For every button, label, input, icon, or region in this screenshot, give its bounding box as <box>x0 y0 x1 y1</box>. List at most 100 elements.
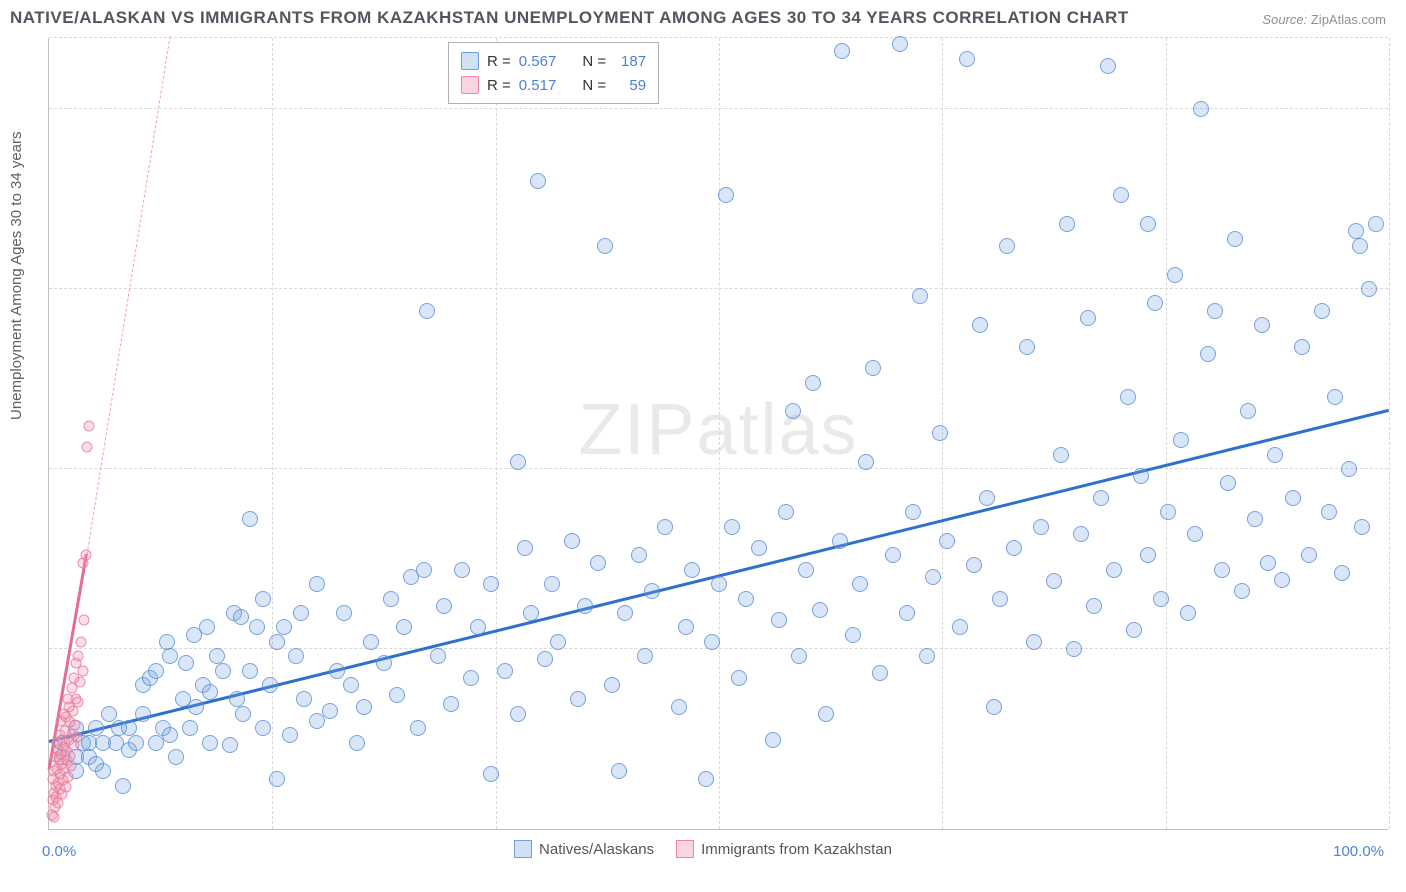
data-point <box>376 655 392 671</box>
n-value: 59 <box>614 77 646 94</box>
data-point <box>1140 547 1156 563</box>
data-point <box>262 677 278 693</box>
data-point <box>1294 339 1310 355</box>
data-point <box>510 706 526 722</box>
data-point <box>1321 504 1337 520</box>
data-point <box>731 670 747 686</box>
data-point <box>356 699 372 715</box>
data-point <box>1285 490 1301 506</box>
data-point <box>410 720 426 736</box>
data-point <box>1080 310 1096 326</box>
data-point <box>711 576 727 592</box>
data-point <box>430 648 446 664</box>
data-point <box>199 619 215 635</box>
data-point <box>1073 526 1089 542</box>
data-point <box>66 760 77 771</box>
data-point <box>1053 447 1069 463</box>
data-point <box>396 619 412 635</box>
data-point <box>162 648 178 664</box>
data-point <box>657 519 673 535</box>
data-point <box>1153 591 1169 607</box>
data-point <box>1106 562 1122 578</box>
data-point <box>1267 447 1283 463</box>
data-point <box>215 663 231 679</box>
r-value: 0.567 <box>519 53 557 70</box>
data-point <box>590 555 606 571</box>
data-point <box>537 651 553 667</box>
data-point <box>1254 317 1270 333</box>
data-point <box>771 612 787 628</box>
data-point <box>222 737 238 753</box>
source-value: ZipAtlas.com <box>1311 12 1386 27</box>
data-point <box>899 605 915 621</box>
data-point <box>419 303 435 319</box>
source-attribution: Source: ZipAtlas.com <box>1262 12 1386 27</box>
data-point <box>818 706 834 722</box>
data-point <box>135 706 151 722</box>
data-point <box>919 648 935 664</box>
data-point <box>1334 565 1350 581</box>
data-point <box>972 317 988 333</box>
data-point <box>95 763 111 779</box>
data-point <box>865 360 881 376</box>
plot-area: ZIPatlas 12.5%25.0%37.5%50.0% <box>48 38 1388 830</box>
data-point <box>544 576 560 592</box>
data-point <box>1314 303 1330 319</box>
data-point <box>269 634 285 650</box>
data-point <box>1187 526 1203 542</box>
data-point <box>550 634 566 650</box>
data-point <box>168 749 184 765</box>
data-point <box>671 699 687 715</box>
data-point <box>1113 187 1129 203</box>
data-point <box>604 677 620 693</box>
legend-row: R =0.567N =187 <box>461 49 646 73</box>
r-label: R = <box>487 77 511 94</box>
data-point <box>932 425 948 441</box>
data-point <box>1100 58 1116 74</box>
data-point <box>791 648 807 664</box>
data-point <box>84 420 95 431</box>
data-point <box>148 663 164 679</box>
gridline-v <box>272 38 273 829</box>
data-point <box>72 651 83 662</box>
gridline-v <box>1389 38 1390 829</box>
data-point <box>1093 490 1109 506</box>
source-label: Source: <box>1262 12 1307 27</box>
data-point <box>255 591 271 607</box>
data-point <box>443 696 459 712</box>
data-point <box>1167 267 1183 283</box>
data-point <box>389 687 405 703</box>
data-point <box>570 691 586 707</box>
data-point <box>1274 572 1290 588</box>
data-point <box>1220 475 1236 491</box>
data-point <box>1147 295 1163 311</box>
data-point <box>979 490 995 506</box>
y-tick-label: 12.5% <box>1393 624 1406 641</box>
data-point <box>785 403 801 419</box>
data-point <box>1033 519 1049 535</box>
data-point <box>617 605 633 621</box>
legend-label: Natives/Alaskans <box>539 841 654 858</box>
data-point <box>611 763 627 779</box>
data-point <box>798 562 814 578</box>
data-point <box>1361 281 1377 297</box>
data-point <box>73 697 84 708</box>
data-point <box>63 772 74 783</box>
data-point <box>416 562 432 578</box>
n-label: N = <box>582 77 606 94</box>
n-label: N = <box>582 53 606 70</box>
data-point <box>463 670 479 686</box>
data-point <box>999 238 1015 254</box>
data-point <box>905 504 921 520</box>
y-tick-label: 37.5% <box>1393 264 1406 281</box>
data-point <box>1026 634 1042 650</box>
data-point <box>188 699 204 715</box>
data-point <box>704 634 720 650</box>
data-point <box>925 569 941 585</box>
data-point <box>242 663 258 679</box>
data-point <box>1240 403 1256 419</box>
gridline-v <box>719 38 720 829</box>
data-point <box>834 43 850 59</box>
data-point <box>1140 216 1156 232</box>
correlation-legend: R =0.567N =187R =0.517N =59 <box>448 42 659 104</box>
